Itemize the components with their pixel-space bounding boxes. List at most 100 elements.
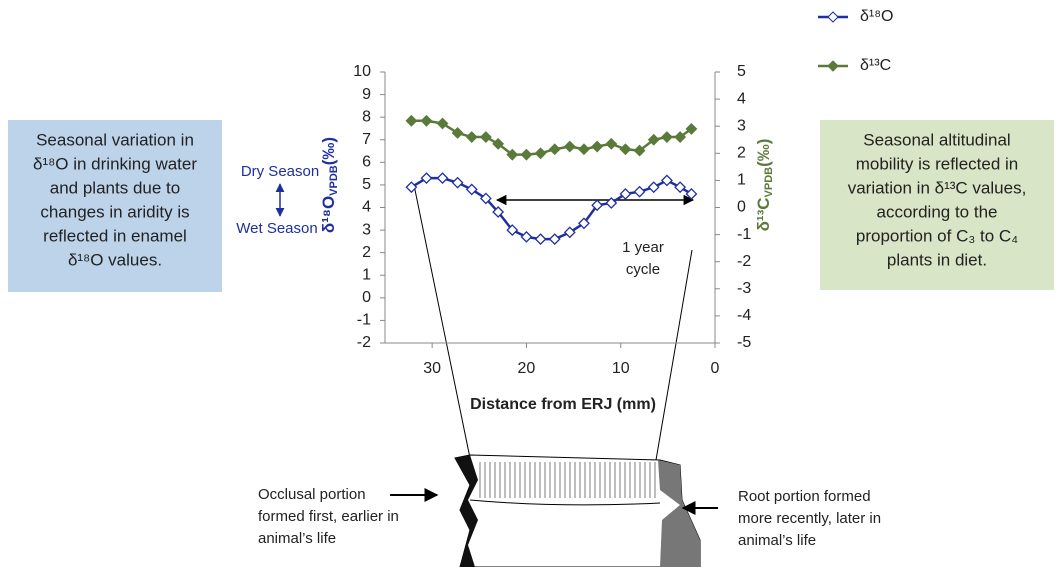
x-tick-label: 0 [711,360,720,377]
data-point [465,131,478,143]
data-point [578,217,590,230]
y-tick-label: 4 [362,199,371,216]
y-axis-title-main: δ¹⁸O [319,196,338,233]
wet-season: Wet Season [236,220,317,237]
data-point [520,148,533,161]
x-tick-label: 20 [518,360,536,377]
data-point [506,148,519,161]
data-point [605,137,618,150]
root-text: Root portion formed [738,488,871,505]
y2-tick-label: -4 [737,307,751,324]
data-point [660,174,673,187]
cycle-text: 1 year [622,239,664,256]
y2-axis-title-sub: VPDB [763,167,775,198]
right-box-text: according to the [877,202,998,221]
y2-axis-title: δ¹³CVPDB(‰) [754,139,774,232]
data-point [548,233,561,246]
y-tick-label: 1 [362,266,371,283]
data-point [420,172,433,185]
data-point [674,181,687,194]
y-tick-label: 8 [362,108,371,125]
data-point [685,122,698,135]
data-point [436,172,449,185]
y2-tick-label: -5 [737,334,751,351]
data-point [660,131,673,143]
right-box-text: plants in diet. [887,250,987,269]
y2-axis-title-main: δ¹³C [754,197,773,231]
x-axis-title: Distance from ERJ (mm) [470,396,656,413]
root-text: more recently, later in [738,510,881,527]
y-tick-label: 10 [353,63,371,80]
cycle-text: cycle [626,261,660,278]
data-point [405,114,418,127]
data-point [534,233,547,246]
root-text: animal’s life [738,532,816,549]
y2-tick-label: 5 [737,63,746,80]
tooth-occlusal [455,455,478,567]
y2-tick-label: 4 [737,90,746,107]
data-point [479,192,492,205]
y-tick-label: 7 [362,131,371,148]
y-tick-label: -2 [357,334,371,351]
left-box-text: Seasonal variation in [36,130,194,149]
data-point [451,127,464,139]
data-point [633,185,646,198]
x-tick-label: 10 [612,360,630,377]
right-box-text: mobility is reflected in [856,154,1019,173]
data-point [563,140,576,153]
data-point [578,143,590,156]
data-point [506,224,519,237]
occlusal-text: Occlusal portion [258,486,366,503]
x-tick-label: 30 [423,360,441,377]
left-box-text: changes in aridity is [40,202,189,221]
y-tick-label: 2 [362,244,371,261]
tooth-line [469,499,661,506]
y-tick-label: 3 [362,221,371,238]
tooth-stripes [479,462,656,498]
data-point [520,230,533,243]
y-tick-label: -1 [357,312,371,329]
data-point [420,114,433,127]
right-box [820,120,1054,290]
legend-label: δ¹⁸O [860,8,893,25]
y2-tick-label: 1 [737,172,746,189]
data-point [563,226,576,239]
y-tick-label: 6 [362,154,371,171]
y2-tick-label: -3 [737,280,751,297]
data-point [591,140,604,153]
data-point [633,144,646,157]
legend-label: δ¹³C [860,57,891,74]
data-point [605,197,618,209]
data-point [647,133,660,146]
left-box-text: and plants due to [50,178,180,197]
right-box-text: variation in δ¹³C values, [848,178,1027,197]
data-point [674,131,687,143]
data-point [451,176,464,189]
y2-tick-label: 3 [737,117,746,134]
data-point [647,181,660,194]
connector [413,184,471,459]
data-point [436,117,449,130]
right-box-text: Seasonal altitudinal [863,130,1010,149]
data-point [492,137,505,150]
y2-tick-label: -1 [737,226,751,243]
data-point [405,181,418,194]
right-box-text: proportion of C₃ to C₄ [856,226,1018,245]
data-point [619,143,632,156]
y-tick-label: 5 [362,176,371,193]
y-axis-title-unit: (‰) [319,137,338,165]
legend-marker [827,60,839,72]
data-point [548,143,561,156]
data-point [534,147,547,160]
left-box-text: δ¹⁸O values. [68,250,162,269]
occlusal-text: animal’s life [258,530,336,547]
y-tick-label: 0 [362,289,371,306]
data-point [619,188,632,200]
tooth-root [658,460,700,567]
data-point [479,131,492,143]
left-box-text: reflected in enamel [43,226,187,245]
y2-axis-title-unit: (‰) [754,139,773,167]
occlusal-text: formed first, earlier in [258,508,399,525]
left-box-text: δ¹⁸O in drinking water [33,154,197,173]
